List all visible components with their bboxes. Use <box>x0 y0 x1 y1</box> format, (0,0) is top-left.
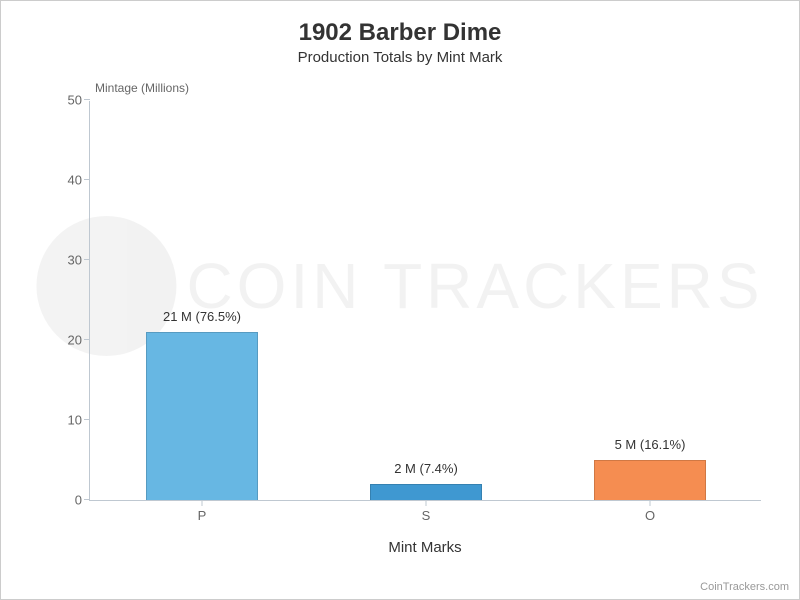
plot-area: 01020304050P21 M (76.5%)S2 M (7.4%)O5 M … <box>89 101 761 501</box>
y-tick-label: 20 <box>68 333 90 348</box>
bar <box>594 460 706 500</box>
x-tick-mark <box>426 500 427 506</box>
y-tick-label: 50 <box>68 93 90 108</box>
bar-label: 21 M (76.5%) <box>163 309 241 324</box>
y-tick-label: 40 <box>68 173 90 188</box>
y-tick-mark <box>84 419 90 420</box>
attribution: CoinTrackers.com <box>700 581 789 593</box>
y-tick-mark <box>84 179 90 180</box>
x-tick-mark <box>202 500 203 506</box>
y-tick-mark <box>84 499 90 500</box>
y-tick-label: 30 <box>68 253 90 268</box>
y-tick-mark <box>84 259 90 260</box>
chart-subtitle: Production Totals by Mint Mark <box>1 49 799 66</box>
bar <box>370 484 482 500</box>
bar-label: 5 M (16.1%) <box>615 437 686 452</box>
bar <box>146 332 258 500</box>
y-axis-title: Mintage (Millions) <box>95 81 189 95</box>
y-tick-label: 0 <box>75 493 90 508</box>
x-axis-title: Mint Marks <box>89 539 761 556</box>
y-tick-mark <box>84 339 90 340</box>
y-tick-mark <box>84 99 90 100</box>
chart-title: 1902 Barber Dime <box>1 19 799 47</box>
bar-label: 2 M (7.4%) <box>394 461 458 476</box>
y-tick-label: 10 <box>68 413 90 428</box>
x-tick-mark <box>650 500 651 506</box>
chart-container: COIN TRACKERS 1902 Barber Dime Productio… <box>0 0 800 600</box>
